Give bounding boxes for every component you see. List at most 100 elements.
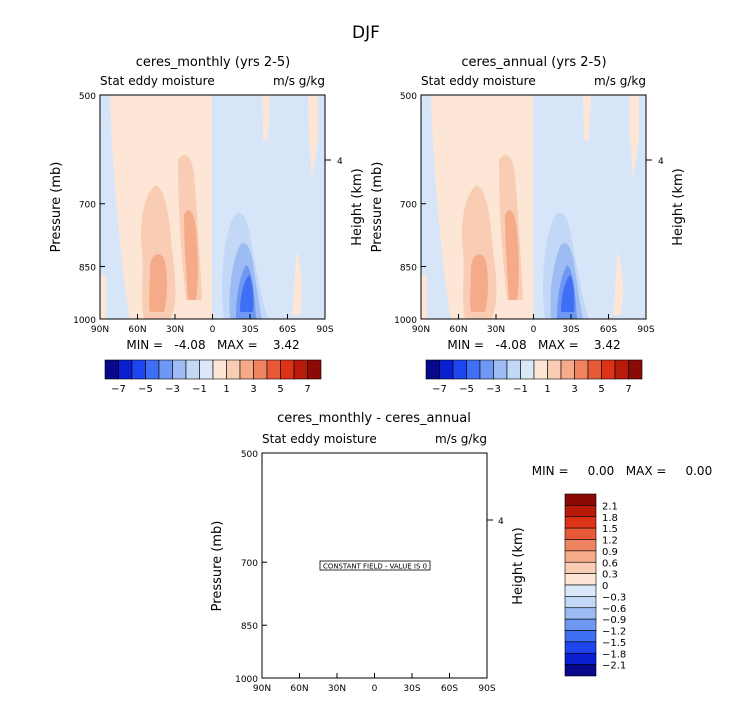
colorbar-label: −1.2 [602,627,626,638]
colorbar-swatch [439,359,454,380]
colorbar: −7 −5 −3 −1 1 3 5 7 [104,359,322,395]
colorbar-swatch [564,584,597,597]
positive-region-low [421,275,427,319]
colorbar-swatch [564,539,597,552]
positive-region-strong [149,254,167,312]
x-tick-label: 90N [253,684,271,694]
colorbar-label: −3 [165,384,180,395]
colorbar-swatch [212,359,227,380]
colorbar-swatch [466,359,481,380]
colorbar-swatch [452,359,467,380]
colorbar-swatch [266,359,281,380]
y-tick-label: 500 [241,450,258,460]
positive-region [308,95,318,180]
colorbar-label: 0.9 [602,547,618,558]
panel-left-label: Stat eddy moisture [100,74,215,88]
x-tick-label: 90S [637,325,654,335]
y-tick-label: 1000 [394,316,417,326]
colorbar-swatch [564,550,597,563]
x-tick-label: 30S [241,325,258,335]
colorbar-label: −0.6 [602,604,626,615]
colorbar-swatch [158,359,173,380]
panel-right-label: m/s g/kg [594,74,646,88]
panel-title: ceres_monthly (yrs 2-5) [136,55,290,70]
colorbar-swatch [574,359,589,380]
minmax-text: MIN = -4.08 MAX = 3.42 [126,338,299,352]
colorbar-label: −7 [432,384,447,395]
positive-region-strong [470,254,488,312]
colorbar-swatch [564,573,597,586]
colorbar-label: 0 [602,581,608,592]
colorbar-swatch [479,359,494,380]
x-tick-label: 0 [531,325,537,335]
colorbar-swatch [564,561,597,574]
y-tick-label: 500 [79,92,96,102]
colorbar-label: 5 [598,384,604,395]
y-axis-label: Pressure (mb) [49,162,64,253]
colorbar-swatch [614,359,629,380]
colorbar-label: −1.5 [602,638,626,649]
negative-region-strong [240,275,254,312]
colorbar-label: 0.6 [602,558,618,569]
y2-tick-label: 4 [337,157,343,167]
panel-ceres-annual: ceres_annual (yrs 2-5) Stat eddy moistur… [370,55,686,395]
colorbar-swatch [564,630,597,643]
y-tick-label: 700 [241,559,258,569]
x-tick-label: 30S [562,325,579,335]
x-tick-label: 90S [478,684,495,694]
colorbar-swatch [239,359,254,380]
colorbar-label: −7 [111,384,126,395]
positive-region [629,95,639,180]
y-ticks: 500 700 850 1000 [394,92,426,326]
x-tick-label: 90N [91,325,109,335]
colorbar-label: 1.8 [602,513,618,524]
colorbar-label: 0.3 [602,570,618,581]
panel-title: ceres_annual (yrs 2-5) [461,55,606,70]
x-tick-label: 30S [403,684,420,694]
panel-left-label: Stat eddy moisture [421,74,536,88]
colorbar-swatch [493,359,508,380]
y-axis-label: Pressure (mb) [370,162,385,253]
colorbar-swatch [506,359,521,380]
y2-tick-label: 4 [498,517,504,527]
x-tick-label: 60S [441,684,458,694]
y2-axis-label: Height (km) [350,168,365,245]
y-tick-label: 850 [400,263,417,273]
panel-left-label: Stat eddy moisture [262,432,377,446]
colorbar-label: 3 [250,384,256,395]
panel-right-label: m/s g/kg [273,74,325,88]
negative-region-strong [561,275,575,312]
colorbar-label: 1 [223,384,229,395]
x-tick-label: 60N [128,325,146,335]
colorbar-swatch [564,493,597,506]
colorbar-swatch [185,359,200,380]
colorbar: 2.11.81.51.20.90.60.30−0.3−0.6−0.9−1.2−1… [564,493,626,677]
colorbar-label: −0.3 [602,592,626,603]
colorbar-label: 3 [571,384,577,395]
positive-region-strong [184,210,198,300]
colorbar-label: −5 [459,384,474,395]
colorbar-swatch [601,359,616,380]
colorbar-swatch [118,359,133,380]
panel-ceres-monthly: ceres_monthly (yrs 2-5) Stat eddy moistu… [49,55,365,395]
x-ticks: 90N 60N 30N 0 30S 60S 90S [412,314,655,335]
colorbar-swatch [280,359,295,380]
colorbar-label: 7 [304,384,310,395]
colorbar-swatch [425,359,440,380]
colorbar-label: −2.1 [602,661,626,672]
x-tick-label: 0 [210,325,216,335]
contour-field [421,95,646,319]
colorbar-swatch [560,359,575,380]
y-tick-label: 850 [79,263,96,273]
y-axis-label: Pressure (mb) [210,521,225,612]
positive-region-low [100,275,106,319]
colorbar: −7 −5 −3 −1 1 3 5 7 [425,359,643,395]
colorbar-label: −1 [192,384,207,395]
y2-tick-label: 4 [658,157,664,167]
constant-field-box [319,560,431,571]
x-tick-label: 60S [279,325,296,335]
colorbar-swatch [564,607,597,620]
colorbar-label: −0.9 [602,615,626,626]
colorbar-swatch [533,359,548,380]
panel-right-label: m/s g/kg [435,432,487,446]
